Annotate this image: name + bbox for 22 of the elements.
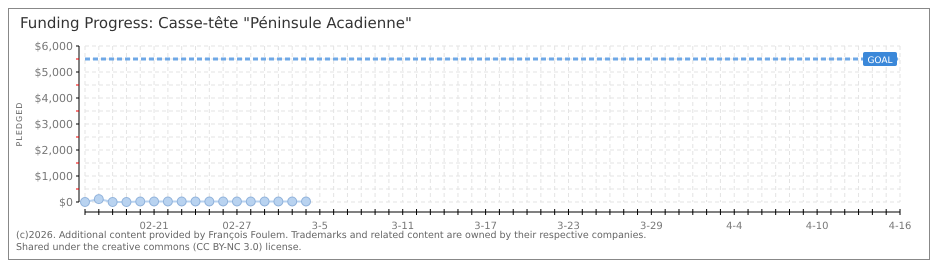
x-tick-label: 3-5 bbox=[312, 221, 328, 232]
x-tick-label: 3-23 bbox=[557, 221, 580, 232]
y-tick-label: $5,000 bbox=[34, 66, 73, 79]
x-tick-label: 3-29 bbox=[640, 221, 663, 232]
y-tick-label: $6,000 bbox=[34, 40, 73, 53]
text: (c)2026. Additional content provided by François Foulem. Trademarks and related content are owned by their respective companies. bbox=[16, 230, 646, 241]
y-tick-label: $0 bbox=[59, 196, 73, 209]
x-tick-label: 4-10 bbox=[806, 221, 828, 232]
chart-title: Funding Progress: Casse-tête "Péninsule Acadienne" bbox=[20, 14, 412, 32]
y-tick-label: $3,000 bbox=[34, 118, 73, 131]
y-tick-label: $1,000 bbox=[34, 170, 73, 183]
x-tick-label: 02-21 bbox=[140, 221, 169, 232]
y-tick-label: $2,000 bbox=[34, 144, 73, 157]
y-tick-label: $4,000 bbox=[34, 92, 73, 105]
x-tick-label: 3-17 bbox=[474, 221, 497, 232]
text: Shared under the creative commons (CC BY-NC 3.0) license. bbox=[16, 242, 302, 253]
x-tick-label: 4-16 bbox=[888, 221, 912, 232]
ref-line-label: GOAL bbox=[867, 56, 893, 66]
x-tick-label: 02-27 bbox=[222, 221, 252, 232]
y-axis-title: PLEDGED bbox=[15, 102, 24, 146]
x-tick-label: 4-4 bbox=[726, 221, 742, 232]
x-tick-label: 3-11 bbox=[391, 221, 414, 232]
